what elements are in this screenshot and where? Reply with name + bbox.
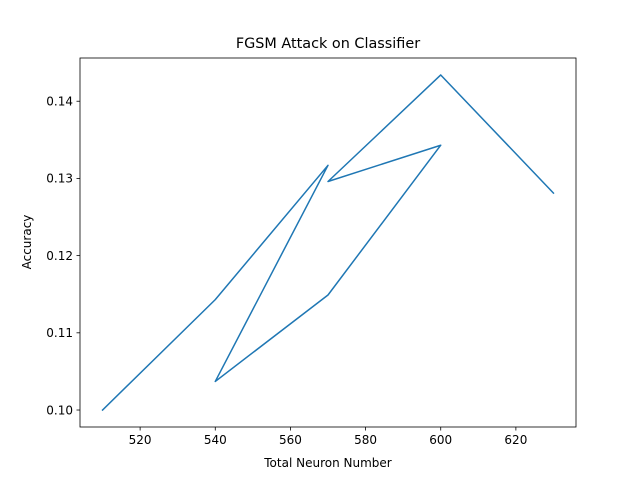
y-axis-label: Accuracy xyxy=(20,215,34,270)
x-tick-label-540: 540 xyxy=(204,433,227,447)
y-tick-label-0.14: 0.14 xyxy=(46,95,73,109)
x-tick-label-580: 580 xyxy=(354,433,377,447)
x-axis-label: Total Neuron Number xyxy=(263,456,392,470)
chart-title: FGSM Attack on Classifier xyxy=(236,36,420,52)
x-tick-label-600: 600 xyxy=(429,433,452,447)
axes-frame xyxy=(79,57,577,428)
y-tick-label-0.10: 0.10 xyxy=(46,403,73,417)
x-tick-label-620: 620 xyxy=(504,433,527,447)
y-tick-label-0.11: 0.11 xyxy=(46,326,73,340)
plot-area: 520 540 560 580 600 620 0.10 0.11 0.12 0.13 0.14 xyxy=(46,57,577,447)
series-line-0 xyxy=(101,74,555,412)
x-tick-label-520: 520 xyxy=(129,433,152,447)
y-tick-label-0.13: 0.13 xyxy=(46,172,73,186)
y-tick-label-0.12: 0.12 xyxy=(46,249,73,263)
x-tick-label-560: 560 xyxy=(279,433,302,447)
